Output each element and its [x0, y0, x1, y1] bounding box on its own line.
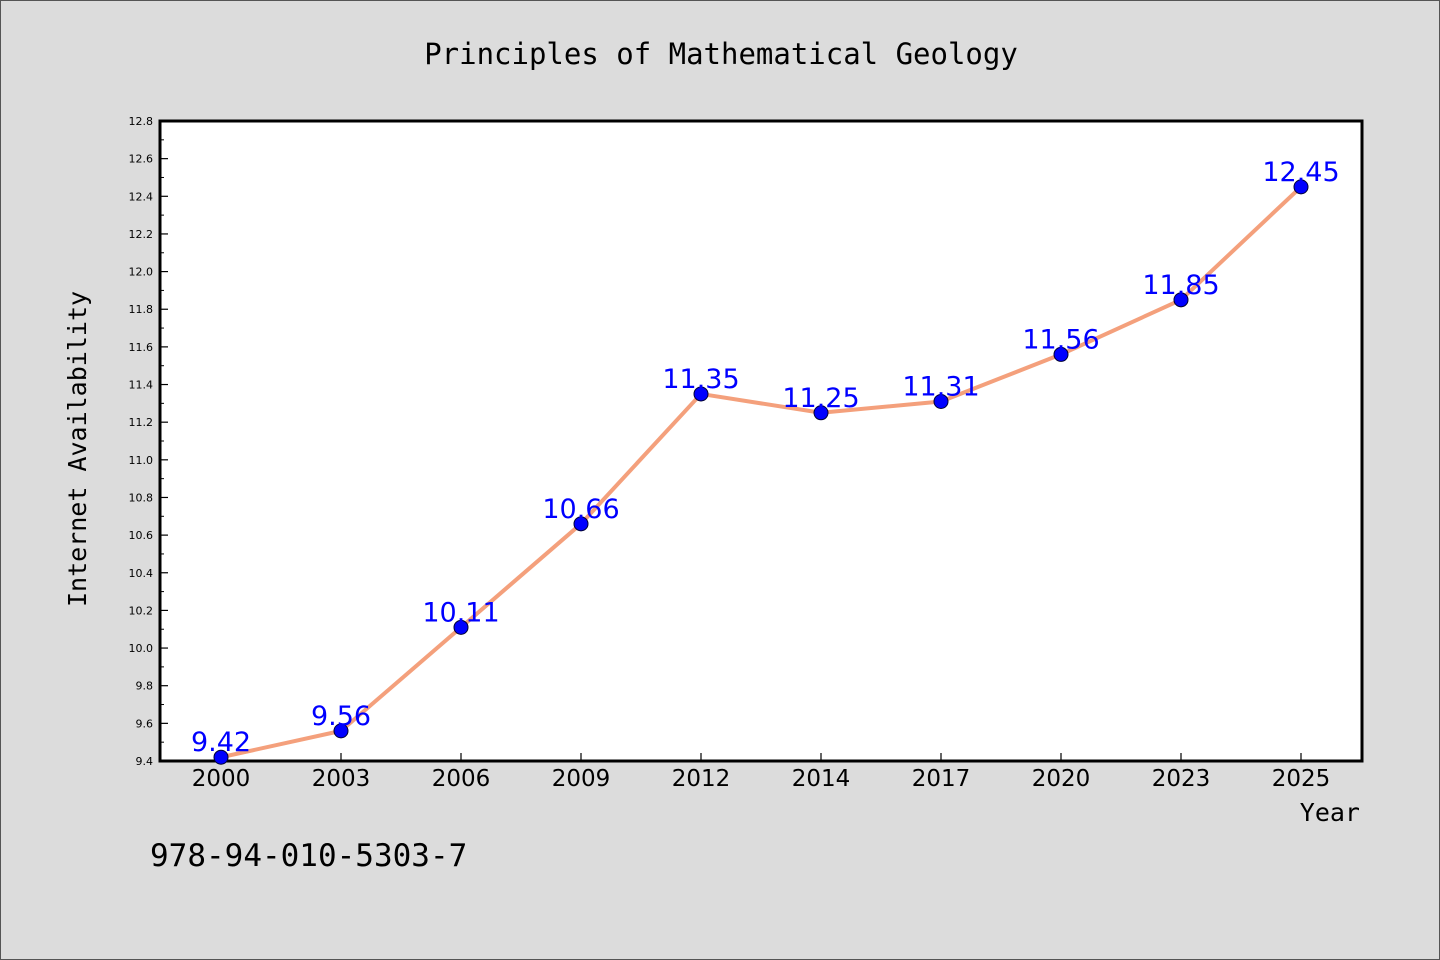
x-tick-label: 2006 — [432, 766, 491, 792]
x-tick-label: 2017 — [912, 766, 971, 792]
data-point — [453, 619, 469, 635]
data-label: 9.42 — [191, 727, 251, 758]
x-tick-label: 2003 — [312, 766, 371, 792]
y-tick-label: 12.8 — [129, 115, 154, 128]
data-markers — [213, 179, 1309, 765]
y-axis-label: Internet Availability — [63, 291, 92, 607]
data-label: 11.85 — [1142, 270, 1219, 301]
y-axis: 9.4 9.6 9.8 10.0 10.2 10.4 10.6 10.8 11.0 11.2 11.… — [129, 115, 168, 768]
isbn-annotation: 978-94-010-5303-7 — [150, 838, 467, 874]
data-point — [333, 723, 349, 739]
x-tick-label: 2009 — [552, 766, 611, 792]
data-label: 11.35 — [662, 364, 739, 395]
data-label: 9.56 — [311, 701, 371, 732]
y-tick-label: 11.6 — [129, 341, 154, 354]
data-label: 10.66 — [542, 494, 619, 525]
chart-title: Principles of Mathematical Geology — [424, 37, 1018, 71]
x-tick-label: 2014 — [792, 766, 851, 792]
y-tick-label: 12.4 — [129, 190, 154, 203]
data-label: 11.25 — [782, 383, 859, 414]
data-point — [1293, 179, 1309, 195]
x-tick-label: 2012 — [672, 766, 731, 792]
y-tick-label: 12.0 — [129, 266, 154, 279]
data-point — [813, 405, 829, 421]
data-label: 10.11 — [422, 597, 499, 628]
data-point — [1173, 292, 1189, 308]
data-point — [213, 749, 229, 765]
series-line — [220, 185, 1303, 760]
y-tick-label: 10.6 — [129, 529, 154, 542]
data-point — [933, 393, 949, 409]
y-tick-label: 12.6 — [129, 153, 154, 166]
y-tick-label: 10.0 — [129, 642, 154, 655]
data-point — [693, 386, 709, 402]
y-tick-label: 10.4 — [129, 567, 154, 580]
x-tick-label: 2000 — [192, 766, 251, 792]
y-tick-label: 11.0 — [129, 454, 154, 467]
y-tick-label: 9.6 — [136, 717, 154, 730]
y-tick-label: 11.8 — [129, 303, 154, 316]
data-point — [573, 516, 589, 532]
y-tick-label: 11.4 — [129, 379, 154, 392]
data-point — [1053, 346, 1069, 362]
y-tick-label: 10.8 — [129, 491, 154, 504]
x-tick-label: 2020 — [1032, 766, 1091, 792]
plot-area — [158, 119, 1364, 763]
y-tick-label: 10.2 — [129, 604, 154, 617]
data-label: 12.45 — [1262, 157, 1339, 188]
data-label: 11.56 — [1022, 324, 1099, 355]
x-axis: 2000 2003 2006 2009 2012 2014 2017 2020 2023 2025 — [192, 753, 1331, 792]
y-tick-label: 11.2 — [129, 416, 154, 429]
data-label: 11.31 — [902, 371, 979, 402]
y-tick-label: 9.4 — [136, 755, 154, 768]
x-axis-label: Year — [1300, 798, 1360, 827]
y-tick-label: 12.2 — [129, 228, 154, 241]
x-tick-label: 2025 — [1272, 766, 1331, 792]
y-tick-label: 9.8 — [136, 680, 154, 693]
x-tick-label: 2023 — [1152, 766, 1211, 792]
data-labels: 9.42 9.56 10.11 10.66 11.35 11.25 11.31 11.56 11… — [191, 157, 1340, 758]
